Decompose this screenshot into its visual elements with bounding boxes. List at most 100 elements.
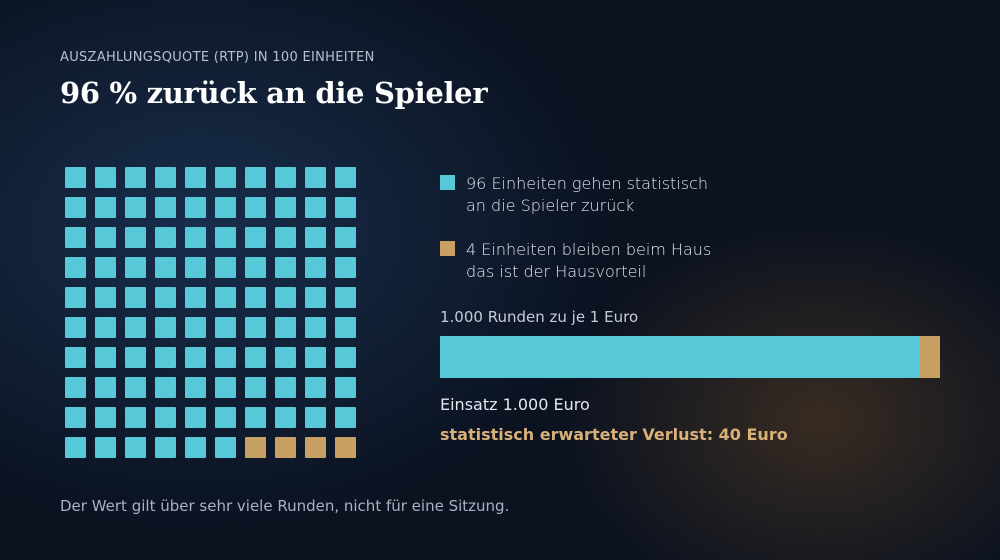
waffle-cell-returned	[95, 257, 116, 278]
waffle-cell-returned	[155, 167, 176, 188]
waffle-cell-returned	[335, 317, 356, 338]
waffle-cell-returned	[125, 347, 146, 368]
waffle-cell-returned	[95, 407, 116, 428]
waffle-cell-returned	[155, 227, 176, 248]
waffle-cell-returned	[155, 377, 176, 398]
legend-swatch-returned	[440, 175, 455, 190]
legend-house-line2: das ist der Hausvorteil	[466, 262, 647, 281]
waffle-cell-returned	[245, 227, 266, 248]
waffle-cell-returned	[215, 377, 236, 398]
bar-caption: 1.000 Runden zu je 1 Euro	[440, 308, 639, 326]
waffle-cell-returned	[215, 287, 236, 308]
waffle-cell-returned	[215, 167, 236, 188]
expected-loss-label: statistisch erwarteter Verlust: 40 Euro	[440, 425, 788, 444]
waffle-cell-returned	[275, 347, 296, 368]
waffle-cell-returned	[275, 317, 296, 338]
waffle-cell-house	[305, 437, 326, 458]
page-title: 96 % zurück an die Spieler	[60, 76, 488, 110]
legend-swatch-house	[440, 241, 455, 256]
waffle-cell-returned	[305, 287, 326, 308]
waffle-cell-returned	[95, 287, 116, 308]
waffle-cell-returned	[185, 347, 206, 368]
waffle-cell-returned	[185, 167, 206, 188]
legend-text-returned: 96 Einheiten gehen statistisch an die Sp…	[466, 173, 766, 217]
waffle-cell-returned	[215, 437, 236, 458]
waffle-cell-returned	[125, 287, 146, 308]
waffle-cell-returned	[335, 257, 356, 278]
waffle-cell-returned	[95, 227, 116, 248]
waffle-cell-returned	[215, 407, 236, 428]
waffle-cell-returned	[275, 227, 296, 248]
waffle-cell-returned	[245, 167, 266, 188]
waffle-cell-returned	[185, 287, 206, 308]
waffle-cell-returned	[95, 437, 116, 458]
bar-segment-loss	[920, 336, 940, 378]
waffle-cell-house	[335, 437, 356, 458]
waffle-cell-returned	[155, 317, 176, 338]
waffle-cell-returned	[185, 227, 206, 248]
bar-segment-returned	[440, 336, 920, 378]
waffle-cell-returned	[335, 347, 356, 368]
waffle-cell-returned	[155, 197, 176, 218]
waffle-cell-returned	[245, 407, 266, 428]
waffle-cell-returned	[305, 377, 326, 398]
waffle-cell-returned	[125, 167, 146, 188]
waffle-chart	[65, 167, 365, 467]
waffle-cell-returned	[245, 257, 266, 278]
waffle-cell-returned	[275, 197, 296, 218]
waffle-cell-returned	[125, 377, 146, 398]
waffle-cell-returned	[305, 407, 326, 428]
waffle-cell-returned	[95, 167, 116, 188]
stake-label: Einsatz 1.000 Euro	[440, 395, 590, 414]
waffle-cell-returned	[335, 197, 356, 218]
waffle-cell-house	[275, 437, 296, 458]
waffle-cell-returned	[185, 197, 206, 218]
stacked-bar	[440, 336, 940, 378]
waffle-cell-returned	[335, 227, 356, 248]
waffle-cell-returned	[185, 407, 206, 428]
waffle-cell-returned	[275, 407, 296, 428]
waffle-cell-returned	[275, 377, 296, 398]
waffle-cell-returned	[125, 257, 146, 278]
waffle-cell-house	[245, 437, 266, 458]
waffle-cell-returned	[245, 347, 266, 368]
waffle-cell-returned	[65, 227, 86, 248]
waffle-cell-returned	[95, 377, 116, 398]
waffle-cell-returned	[305, 317, 326, 338]
waffle-cell-returned	[65, 317, 86, 338]
waffle-cell-returned	[335, 167, 356, 188]
waffle-cell-returned	[185, 437, 206, 458]
waffle-cell-returned	[155, 287, 176, 308]
waffle-cell-returned	[125, 317, 146, 338]
waffle-cell-returned	[95, 197, 116, 218]
waffle-cell-returned	[275, 287, 296, 308]
waffle-cell-returned	[185, 317, 206, 338]
waffle-cell-returned	[155, 407, 176, 428]
waffle-cell-returned	[275, 257, 296, 278]
waffle-cell-returned	[65, 437, 86, 458]
waffle-cell-returned	[335, 407, 356, 428]
waffle-cell-returned	[215, 197, 236, 218]
waffle-cell-returned	[125, 197, 146, 218]
waffle-cell-returned	[245, 377, 266, 398]
waffle-cell-returned	[275, 167, 296, 188]
waffle-cell-returned	[305, 197, 326, 218]
waffle-cell-returned	[65, 167, 86, 188]
waffle-cell-returned	[305, 167, 326, 188]
legend-returned-line1: 96 Einheiten gehen statistisch	[466, 174, 709, 193]
waffle-cell-returned	[155, 257, 176, 278]
waffle-cell-returned	[245, 197, 266, 218]
legend-text-house: 4 Einheiten bleiben beim Haus das ist de…	[466, 239, 766, 283]
waffle-cell-returned	[215, 227, 236, 248]
eyebrow-label: AUSZAHLUNGSQUOTE (RTP) IN 100 EINHEITEN	[60, 50, 375, 65]
waffle-cell-returned	[155, 347, 176, 368]
waffle-cell-returned	[125, 437, 146, 458]
legend-house-line1: 4 Einheiten bleiben beim Haus	[466, 240, 712, 259]
waffle-cell-returned	[65, 257, 86, 278]
waffle-cell-returned	[125, 227, 146, 248]
waffle-cell-returned	[65, 407, 86, 428]
waffle-cell-returned	[245, 287, 266, 308]
waffle-cell-returned	[335, 377, 356, 398]
waffle-cell-returned	[245, 317, 266, 338]
waffle-cell-returned	[155, 437, 176, 458]
